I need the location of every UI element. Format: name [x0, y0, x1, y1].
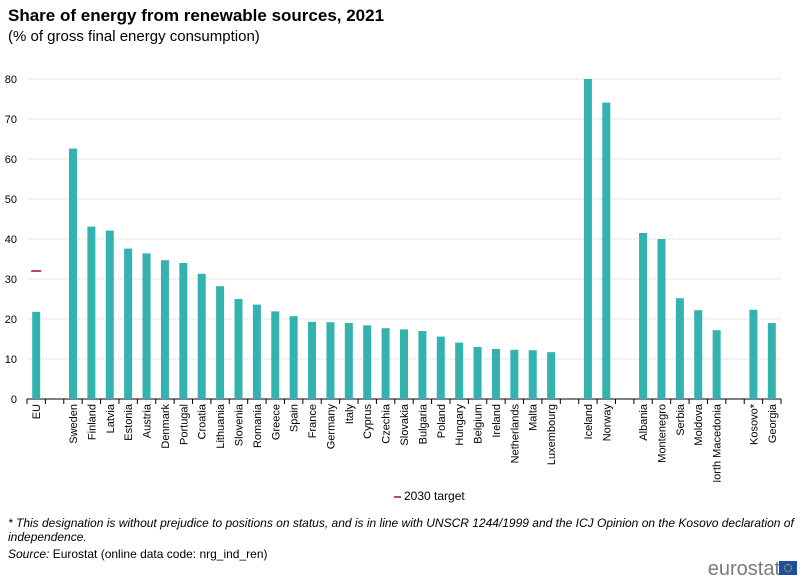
y-tick-label: 80 — [5, 74, 17, 86]
bar-portugal — [179, 263, 188, 399]
y-tick-label: 70 — [5, 114, 17, 126]
x-tick-label: Greece — [270, 404, 282, 440]
x-tick-label: Czechia — [381, 403, 393, 444]
bar-spain — [289, 316, 298, 399]
bar-serbia — [675, 298, 684, 399]
bar-poland — [436, 336, 445, 399]
x-tick-label: France — [307, 404, 319, 438]
x-tick-label: Spain — [289, 404, 301, 432]
x-tick-label: Kosovo* — [748, 403, 760, 445]
x-tick-label: Austria — [142, 403, 154, 438]
bar-belgium — [473, 347, 482, 399]
bar-kosovo- — [749, 309, 758, 399]
bar-slovakia — [400, 329, 408, 399]
bar-chart: 0 10 20 30 40 50 60 70 80 EU Sweden Finland Latvia Es… — [5, 74, 782, 482]
x-tick-label: Moldova — [693, 403, 705, 445]
bar-norway — [602, 102, 611, 399]
x-tick-label: Finland — [86, 404, 98, 440]
x-tick-label: Netherlands — [509, 404, 521, 464]
x-tick-label: Serbia — [675, 403, 687, 436]
x-tick-label: Germany — [325, 404, 337, 450]
chart-title: Share of energy from renewable sources, … — [8, 6, 385, 25]
legend-target-swatch — [394, 495, 401, 498]
bar-france — [308, 321, 317, 399]
y-tick-label: 0 — [11, 394, 17, 406]
x-tick-label: Norway — [601, 404, 613, 442]
bar-finland — [87, 226, 96, 399]
bar-moldova — [694, 310, 703, 399]
bar-ireland — [491, 349, 500, 399]
source-text: Eurostat (online data code: nrg_ind_ren) — [49, 547, 268, 561]
bar-malta — [528, 350, 537, 399]
eu-flag-icon — [779, 561, 797, 575]
bar-georgia — [767, 323, 776, 399]
x-tick-label: Romania — [252, 403, 264, 448]
bar-north-macedonia — [712, 330, 721, 399]
x-tick-label: Lithuania — [215, 403, 227, 449]
y-tick-label: 10 — [5, 354, 17, 366]
x-tick-label: Luxembourg — [546, 404, 558, 465]
x-tick-label: Croatia — [197, 403, 209, 439]
x-tick-label: Sweden — [68, 404, 80, 444]
x-tick-label: Cyprus — [362, 404, 374, 439]
bar-iceland — [583, 79, 592, 399]
x-tick-label: Slovenia — [233, 403, 245, 446]
bar-estonia — [124, 248, 133, 399]
bar-slovenia — [234, 299, 243, 399]
x-tick-label: EU — [31, 404, 43, 419]
bar-greece — [271, 311, 280, 399]
bar-denmark — [160, 260, 169, 399]
bar-bulgaria — [418, 331, 427, 399]
y-tick-label: 40 — [5, 234, 17, 246]
x-tick-label: Portugal — [178, 404, 190, 445]
bar-germany — [326, 322, 335, 399]
x-tick-label: Estonia — [123, 403, 135, 441]
x-tick-label: Albania — [638, 403, 650, 441]
bar-croatia — [197, 273, 206, 399]
x-tick-label: Belgium — [473, 404, 485, 444]
x-tick-label: Slovakia — [399, 403, 411, 445]
x-tick-label: Iceland — [583, 404, 595, 439]
bar-italy — [344, 323, 353, 399]
bar-albania — [639, 233, 648, 399]
bar-eu — [32, 311, 41, 399]
x-tick-label: Montenegro — [656, 404, 668, 463]
bar-cyprus — [363, 325, 372, 399]
bar-latvia — [105, 230, 114, 399]
y-tick-label: 50 — [5, 194, 17, 206]
bar-sweden — [68, 148, 77, 399]
bar-romania — [252, 304, 261, 399]
bar-lithuania — [216, 286, 225, 399]
x-tick-label: Bulgaria — [417, 403, 429, 444]
x-tick-label: Ireland — [491, 404, 503, 438]
bar-czechia — [381, 328, 390, 399]
footnote: * This designation is without prejudice … — [8, 516, 794, 544]
legend: 2030 target — [394, 489, 465, 503]
y-tick-label: 20 — [5, 314, 17, 326]
bar-hungary — [455, 342, 464, 399]
y-tick-label: 60 — [5, 154, 17, 166]
bar-montenegro — [657, 239, 666, 399]
bar-luxembourg — [547, 352, 556, 399]
x-tick-label: Malta — [528, 403, 540, 431]
legend-target-label: 2030 target — [404, 489, 465, 503]
source: Source: Eurostat (online data code: nrg_… — [8, 547, 268, 561]
y-tick-label: 30 — [5, 274, 17, 286]
x-tick-label: Poland — [436, 404, 448, 438]
x-tick-label: Latvia — [105, 403, 117, 433]
bar-netherlands — [510, 349, 519, 399]
x-tick-label: Georgia — [767, 403, 779, 443]
bar-austria — [142, 253, 151, 399]
chart-subtitle: (% of gross final energy consumption) — [8, 28, 260, 45]
source-label: Source: — [8, 547, 50, 561]
x-tick-label: Hungary — [454, 404, 466, 446]
eurostat-logo: eurostat — [707, 558, 780, 580]
x-tick-label: Denmark — [160, 404, 172, 449]
x-tick-label: Italy — [344, 404, 356, 425]
x-tick-label: North Macedonia — [712, 403, 724, 482]
